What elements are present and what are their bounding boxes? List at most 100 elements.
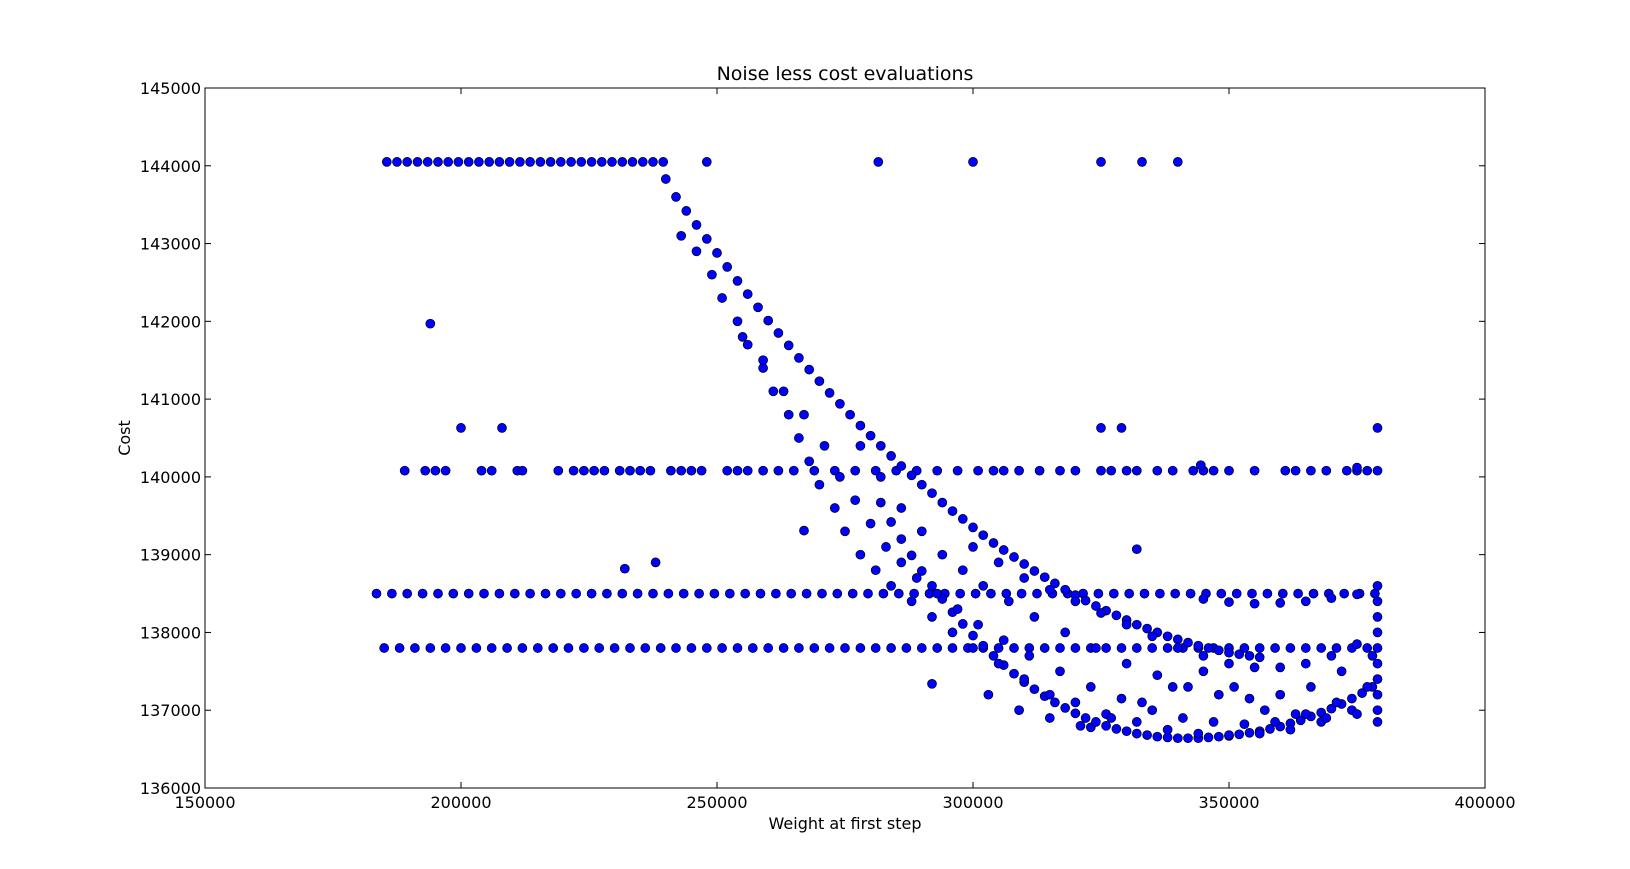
x-tick-label: 150000: [174, 793, 235, 812]
x-axis-title: Weight at first step: [769, 814, 922, 833]
data-point: [440, 465, 451, 476]
data-point: [1029, 612, 1040, 622]
data-point: [1352, 709, 1362, 719]
data-point: [504, 157, 515, 167]
data-point: [973, 465, 983, 476]
x-tick-label: 400000: [1454, 793, 1515, 812]
data-point: [886, 517, 896, 527]
data-point: [1183, 682, 1193, 692]
data-point: [932, 588, 943, 599]
data-point: [1075, 720, 1086, 731]
data-point: [1270, 643, 1280, 653]
data-point: [1060, 627, 1071, 638]
data-point: [1101, 643, 1111, 653]
data-point: [589, 465, 599, 476]
data-point: [1116, 643, 1127, 653]
data-point: [927, 488, 937, 499]
data-point: [970, 588, 981, 599]
data-point: [1244, 693, 1255, 704]
data-point: [1352, 462, 1362, 473]
data-point: [463, 157, 474, 167]
data-point: [896, 557, 907, 568]
data-point: [658, 157, 669, 167]
data-point: [758, 465, 768, 476]
data-point: [1295, 715, 1306, 726]
data-point: [712, 248, 722, 258]
data-point: [957, 619, 968, 629]
data-point: [1091, 717, 1101, 727]
data-point: [433, 157, 443, 167]
data-point: [1316, 643, 1327, 653]
data-point: [978, 580, 989, 591]
data-point: [819, 440, 830, 451]
data-point: [1300, 658, 1311, 669]
data-point: [916, 526, 927, 537]
data-point: [1096, 465, 1106, 476]
data-point: [1172, 733, 1183, 744]
data-point: [497, 423, 507, 433]
data-point: [1372, 717, 1383, 727]
data-point: [1183, 637, 1193, 648]
data-point: [998, 465, 1009, 476]
data-point: [696, 465, 707, 476]
data-point: [586, 157, 597, 167]
data-point: [663, 588, 674, 599]
data-point: [886, 451, 896, 461]
data-point: [804, 364, 815, 375]
data-point: [1131, 619, 1142, 630]
data-point: [1352, 639, 1362, 649]
data-point: [742, 289, 753, 299]
data-point: [927, 612, 937, 622]
data-point: [1362, 465, 1373, 476]
data-point: [832, 588, 843, 599]
data-point: [786, 588, 797, 599]
data-point: [835, 398, 845, 409]
data-point: [1121, 726, 1132, 737]
data-point: [1096, 157, 1106, 167]
data-point: [1203, 732, 1214, 743]
data-point: [1306, 682, 1316, 692]
axis-ticks: 150000 200000 250000 300000 350000 400000 1360…: [140, 79, 1516, 812]
data-point: [1014, 465, 1024, 476]
data-point: [1070, 708, 1081, 719]
data-point: [1198, 650, 1209, 661]
data-point: [1341, 465, 1352, 476]
data-point: [829, 465, 840, 476]
data-point: [648, 588, 658, 599]
data-point: [1162, 643, 1173, 653]
data-point: [627, 157, 638, 167]
data-point: [870, 643, 881, 653]
data-point: [1170, 588, 1181, 599]
data-point: [873, 157, 884, 167]
data-point: [566, 157, 576, 167]
data-point: [1162, 631, 1173, 642]
data-point: [1244, 650, 1255, 661]
data-point: [845, 409, 855, 420]
data-point: [1285, 724, 1296, 735]
data-point: [619, 563, 630, 574]
data-point: [783, 340, 794, 351]
data-point: [1167, 465, 1178, 476]
data-point: [993, 643, 1004, 653]
data-point: [635, 465, 646, 476]
data-point: [1249, 465, 1260, 476]
data-point: [1254, 728, 1265, 739]
data-point: [901, 643, 912, 653]
data-point: [671, 192, 681, 202]
data-point: [824, 388, 835, 398]
x-tick-label: 200000: [430, 793, 491, 812]
data-point: [799, 525, 809, 536]
data-point: [717, 643, 727, 653]
data-point: [916, 479, 927, 490]
data-point: [724, 588, 735, 599]
data-point: [850, 495, 861, 506]
data-point: [568, 465, 579, 476]
data-point: [758, 355, 768, 366]
data-point: [1362, 682, 1373, 692]
data-point: [1044, 584, 1055, 595]
data-point: [947, 643, 958, 653]
data-point: [456, 643, 466, 653]
data-point: [1339, 588, 1350, 599]
data-point: [535, 157, 546, 167]
data-point: [1009, 552, 1019, 562]
